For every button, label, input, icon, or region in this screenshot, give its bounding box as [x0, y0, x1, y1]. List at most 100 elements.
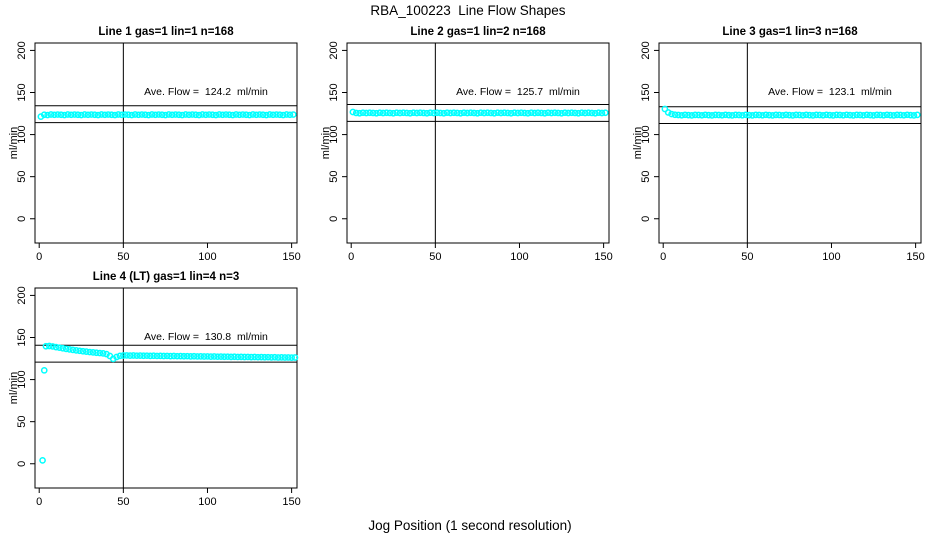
- y-tick-label: 0: [640, 216, 652, 222]
- data-point: [762, 111, 770, 119]
- data-point: [96, 349, 104, 357]
- data-point: [202, 111, 210, 119]
- subplot-title-line1: Line 1 gas=1 lin=1 n=168: [98, 26, 234, 38]
- data-point: [735, 111, 743, 119]
- data-point: [359, 109, 367, 117]
- data-point: [135, 111, 142, 119]
- data-point: [204, 353, 211, 360]
- data-point: [183, 352, 191, 360]
- data-point: [484, 109, 491, 117]
- data-point: [138, 111, 146, 118]
- data-point: [40, 366, 48, 374]
- data-point: [136, 352, 144, 359]
- data-point: [765, 111, 773, 119]
- data-point: [843, 111, 850, 119]
- data-point: [114, 111, 122, 118]
- data-point: [698, 111, 706, 119]
- data-point: [722, 111, 729, 119]
- data-point: [199, 111, 206, 118]
- data-point: [833, 111, 840, 119]
- data-point: [678, 111, 686, 119]
- data-point: [162, 111, 169, 119]
- data-point: [219, 111, 226, 119]
- data-point: [91, 111, 99, 119]
- data-point: [61, 111, 68, 119]
- data-point: [423, 109, 431, 117]
- data-point: [426, 109, 434, 117]
- data-point: [369, 109, 377, 117]
- data-point: [490, 109, 498, 117]
- x-tick-label: 50: [429, 251, 441, 263]
- data-point: [210, 353, 218, 360]
- data-point: [450, 109, 458, 117]
- data-point: [453, 109, 461, 117]
- data-point: [860, 111, 867, 119]
- data-point: [568, 109, 575, 117]
- data-point: [77, 111, 85, 119]
- data-point: [239, 111, 247, 118]
- data-point: [187, 353, 195, 360]
- data-point: [514, 109, 522, 117]
- data-point: [816, 111, 824, 119]
- y-tick-label: 150: [640, 83, 652, 101]
- data-point: [229, 111, 237, 119]
- data-point: [278, 354, 285, 361]
- data-point: [470, 109, 478, 117]
- data-point: [712, 111, 719, 119]
- data-point: [413, 109, 421, 117]
- data-point: [769, 112, 776, 119]
- data-point: [504, 109, 512, 117]
- data-point: [57, 111, 65, 119]
- data-point: [601, 109, 609, 117]
- subplot-title-line3: Line 3 gas=1 lin=3 n=168: [722, 26, 858, 38]
- data-point: [685, 111, 692, 119]
- data-point: [188, 111, 196, 118]
- data-point: [182, 111, 189, 118]
- data-point: [500, 109, 508, 117]
- data-point: [39, 457, 46, 464]
- subplot-3: 0 50 100 150 0 50 100 150 200: [640, 41, 925, 263]
- data-point: [521, 109, 528, 117]
- data-point: [247, 353, 255, 361]
- y-tick-label: 150: [16, 328, 28, 346]
- data-point: [732, 111, 739, 119]
- data-point: [883, 111, 891, 119]
- data-point: [715, 111, 723, 119]
- data-point: [93, 349, 100, 357]
- data-point: [806, 111, 813, 119]
- data-point: [45, 342, 53, 350]
- data-point: [205, 111, 213, 118]
- y-tick-label: 200: [16, 286, 28, 304]
- x-tick-label: 0: [660, 251, 666, 263]
- data-point: [873, 111, 881, 119]
- data-point: [779, 111, 787, 119]
- data-point: [242, 111, 250, 119]
- data-point: [799, 111, 807, 119]
- data-point: [88, 111, 95, 118]
- data-point: [200, 353, 208, 360]
- data-point: [81, 111, 88, 118]
- data-point: [561, 109, 569, 117]
- data-point: [185, 111, 193, 119]
- data-point: [175, 111, 183, 119]
- data-point: [718, 111, 726, 119]
- data-point: [133, 352, 141, 360]
- data-point: [836, 111, 844, 119]
- data-point: [173, 352, 181, 360]
- data-point: [271, 353, 279, 361]
- data-point: [44, 111, 51, 119]
- data-point: [217, 353, 225, 360]
- data-point: [544, 109, 552, 117]
- y-axis-label-line1: ml/min: [8, 126, 20, 160]
- x-tick-label: 0: [36, 251, 42, 263]
- data-point: [480, 109, 488, 117]
- data-point: [376, 109, 384, 117]
- data-point: [261, 353, 269, 361]
- data-point: [111, 111, 119, 119]
- data-point: [443, 109, 451, 117]
- data-point: [145, 111, 152, 119]
- data-point: [84, 111, 92, 119]
- data-point: [254, 353, 262, 361]
- data-point: [457, 109, 464, 117]
